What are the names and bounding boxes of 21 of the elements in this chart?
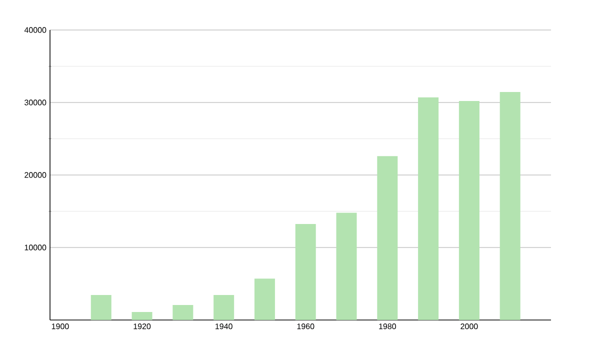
y-tick-label: 10000: [24, 244, 46, 250]
bar: [418, 97, 439, 320]
x-tick-label: 1920: [134, 324, 151, 330]
x-tick-label: 1980: [379, 324, 396, 330]
bar: [500, 92, 520, 320]
bar: [214, 294, 234, 320]
bar: [295, 224, 316, 320]
bar: [377, 156, 398, 320]
bar: [172, 304, 194, 320]
bar: [336, 212, 357, 320]
x-tick-label: 1960: [297, 324, 314, 330]
y-tick-label: 20000: [24, 172, 46, 178]
bar: [90, 294, 112, 320]
y-tick-label: 30000: [24, 100, 46, 106]
bar: [132, 312, 152, 320]
x-tick-label: 1900: [52, 324, 69, 330]
x-tick-label: 1940: [216, 324, 232, 330]
bar: [458, 101, 480, 320]
bar: [254, 278, 275, 320]
y-tick-label: 40000: [24, 27, 46, 33]
x-tick-label: 2000: [460, 324, 478, 330]
